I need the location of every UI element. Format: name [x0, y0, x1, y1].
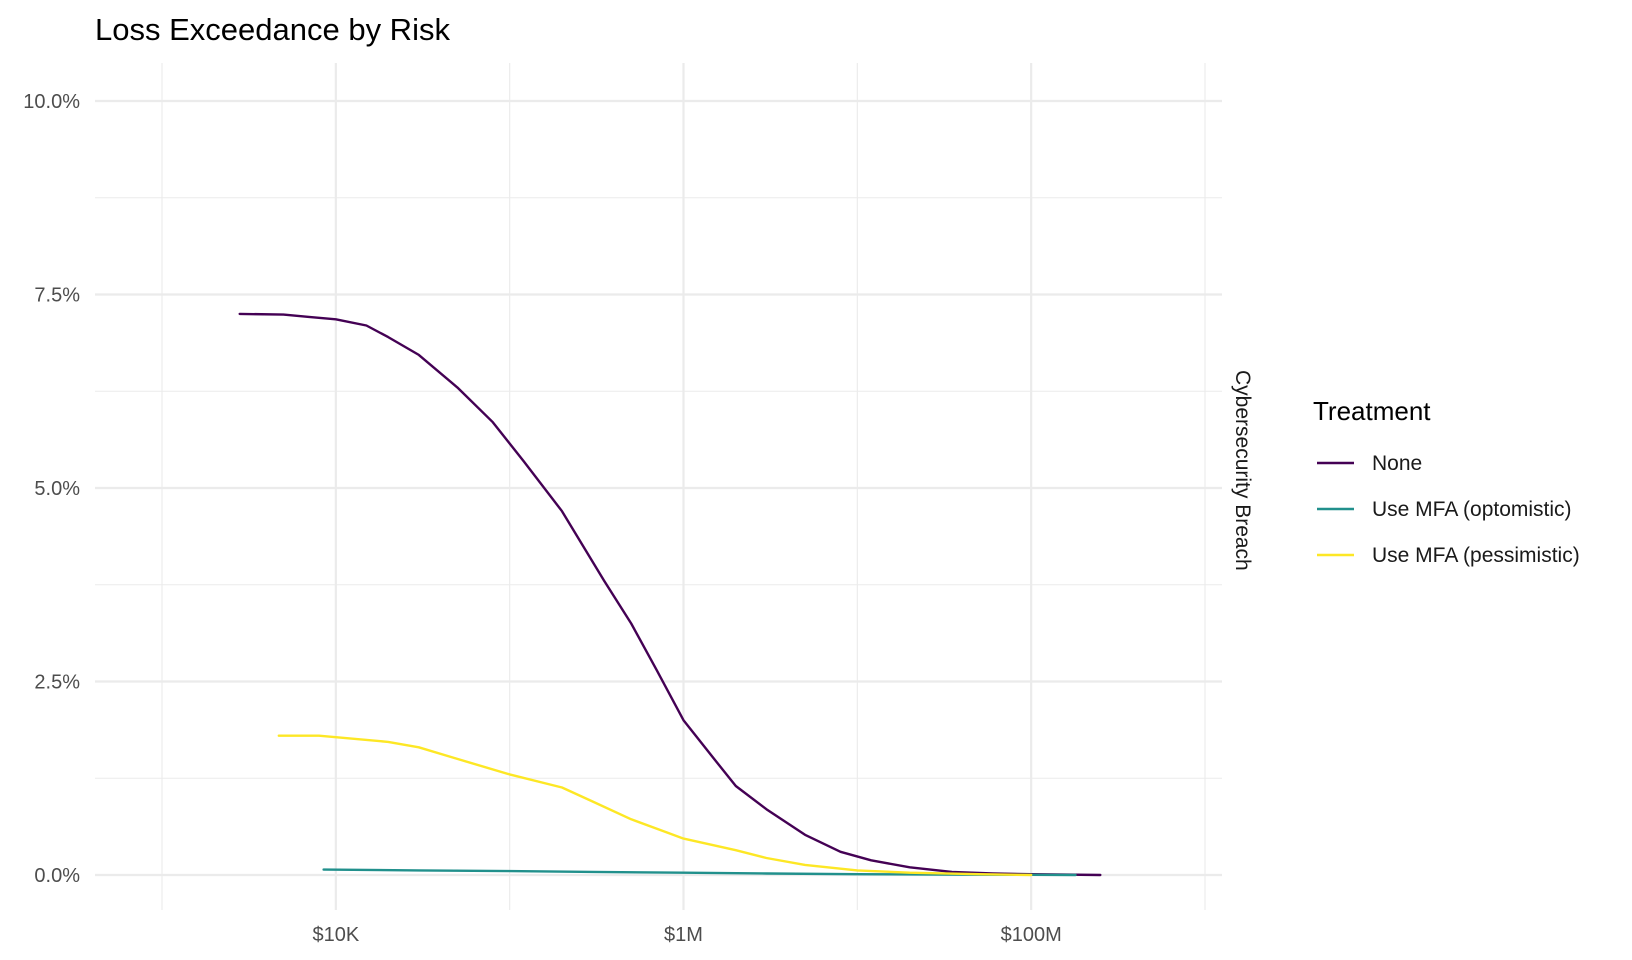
legend-label: None [1372, 452, 1422, 475]
y-tick-label: 5.0% [34, 478, 80, 500]
y-tick-label: 0.0% [34, 865, 80, 887]
legend-label: Use MFA (optomistic) [1372, 498, 1572, 521]
x-tick-label: $100M [1001, 924, 1062, 946]
y-tick-label: 10.0% [23, 91, 80, 113]
x-tick-label: $10K [312, 924, 359, 946]
x-tick-label: $1M [664, 924, 703, 946]
series-lines [238, 312, 1102, 877]
chart-title: Loss Exceedance by Risk [95, 12, 450, 47]
series-line-none [238, 312, 1102, 877]
legend: Treatment None Use MFA (optomistic) Use MF… [1313, 396, 1580, 567]
y-tick-label: 2.5% [34, 672, 80, 694]
legend-items: None Use MFA (optomistic) Use MFA (pessimi… [1317, 452, 1580, 567]
axis-tick-labels: $10K $1M $100M 0.0% 2.5% 5.0% 7.5% 10.0% [23, 91, 1061, 946]
y-tick-label: 7.5% [34, 285, 80, 307]
legend-title: Treatment [1313, 396, 1431, 426]
facet-strip-label: Cybersecurity Breach [1231, 370, 1254, 571]
grid [95, 63, 1222, 910]
series-line-use-mfa-pessimistic [277, 734, 1033, 877]
legend-label: Use MFA (pessimistic) [1372, 544, 1580, 567]
